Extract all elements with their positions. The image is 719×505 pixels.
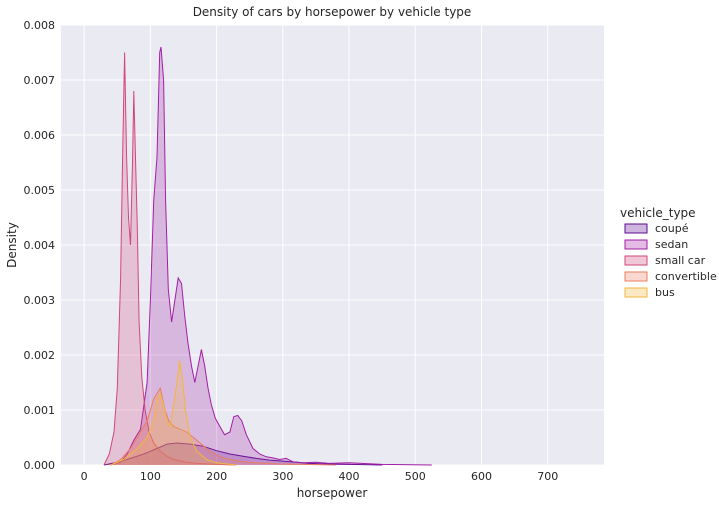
series-line-3	[110, 386, 336, 466]
series-area-4	[110, 360, 237, 465]
y-axis-label: Density	[5, 222, 19, 268]
y-tick-label: 0.006	[24, 129, 56, 142]
legend-item: coupé	[624, 222, 689, 235]
y-tick-label: 0.001	[24, 404, 56, 417]
x-axis-label: horsepower	[297, 486, 368, 500]
y-tick-label: 0.007	[24, 74, 56, 87]
y-tick-label: 0.002	[24, 349, 56, 362]
series-line-4	[110, 360, 237, 466]
series-area-2	[104, 52, 237, 465]
legend-swatch	[624, 271, 648, 282]
legend-label: coupé	[655, 222, 689, 235]
y-tick-label: 0.005	[24, 184, 56, 197]
legend-item: bus	[624, 286, 675, 299]
legend-swatch	[624, 239, 648, 250]
series-line-2	[103, 52, 237, 466]
legend-swatch	[624, 287, 648, 298]
y-tick-label: 0.004	[24, 239, 56, 252]
series-line-0	[103, 442, 383, 466]
legend-label: bus	[655, 286, 675, 299]
legend-swatch	[624, 223, 648, 234]
grid	[61, 24, 604, 466]
series-line-1	[110, 46, 432, 466]
legend-item: sedan	[624, 238, 688, 251]
x-tick-label: 0	[81, 470, 88, 483]
legend-label: sedan	[655, 238, 688, 251]
y-tick-label: 0.000	[24, 459, 56, 472]
x-tick-label: 500	[405, 470, 426, 483]
x-tick-label: 400	[339, 470, 360, 483]
legend-label: small car	[655, 254, 706, 267]
legend-item: small car	[624, 254, 706, 267]
x-tick-label: 200	[206, 470, 227, 483]
y-tick-label: 0.003	[24, 294, 56, 307]
legend-title: vehicle_type	[620, 206, 696, 220]
legend-label: convertible	[655, 270, 717, 283]
legend: vehicle_type coupé sedan small car converti…	[620, 206, 717, 299]
x-tick-label: 600	[471, 470, 492, 483]
chart-title: Density of cars by horsepower by vehicle…	[193, 5, 472, 19]
series-area-3	[110, 388, 336, 465]
tick-labels: 0 100 200 300 400 500 600 700 0.000 0.001 0.002 0.0…	[24, 19, 559, 483]
x-tick-label: 700	[537, 470, 558, 483]
y-tick-label: 0.008	[24, 19, 56, 32]
legend-item: convertible	[624, 270, 717, 283]
series-area-1	[110, 47, 432, 465]
x-tick-label: 100	[140, 470, 161, 483]
x-tick-label: 300	[272, 470, 293, 483]
legend-swatch	[624, 255, 648, 266]
series-layer	[103, 46, 432, 466]
